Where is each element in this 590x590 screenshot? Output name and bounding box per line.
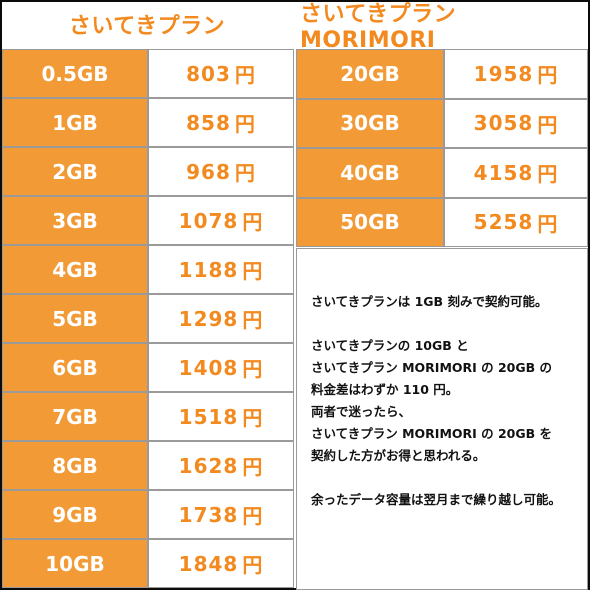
price-value: 1518 xyxy=(178,404,239,429)
note-line: さいてきプラン MORIMORI の 20GB を xyxy=(311,426,553,441)
price-value: 3058 xyxy=(473,111,534,136)
note-line: さいてきプラン MORIMORI の 20GB の xyxy=(311,360,553,375)
price-cell: 1408 円 xyxy=(148,343,294,392)
price-cell: 5258 円 xyxy=(444,197,588,247)
price-value: 1848 xyxy=(178,551,239,576)
price-value: 1078 xyxy=(178,208,239,233)
yen-unit: 円 xyxy=(242,455,264,479)
price-cell: 3058 円 xyxy=(444,98,588,148)
price-value: 5258 xyxy=(473,210,534,235)
yen-unit: 円 xyxy=(537,162,559,187)
note-line: 契約した方がお得と思われる。 xyxy=(311,448,486,463)
yen-unit: 円 xyxy=(537,211,559,236)
capacity-cell: 30GB xyxy=(296,98,444,148)
yen-unit: 円 xyxy=(234,63,256,87)
capacity-cell: 7GB xyxy=(2,392,148,441)
price-cell: 803 円 xyxy=(148,49,294,98)
price-cell: 1958 円 xyxy=(444,49,588,99)
note-line: 余ったデータ容量は翌月まで繰り越し可能。 xyxy=(311,492,562,507)
price-value: 4158 xyxy=(473,160,534,185)
note-line: さいてきプランは 1GB 刻みで契約可能。 xyxy=(311,294,548,309)
yen-unit: 円 xyxy=(242,504,264,528)
price-value: 1298 xyxy=(178,306,239,331)
price-value: 1958 xyxy=(473,61,534,86)
capacity-cell: 20GB xyxy=(296,49,444,99)
capacity-cell: 5GB xyxy=(2,294,148,343)
price-cell: 1628 円 xyxy=(148,441,294,490)
capacity-cell: 4GB xyxy=(2,245,148,294)
note-line: 料金差はわずか 110 円。 xyxy=(311,382,459,397)
yen-unit: 円 xyxy=(234,161,256,185)
price-value: 858 xyxy=(186,110,231,135)
capacity-cell: 3GB xyxy=(2,196,148,245)
price-value: 1188 xyxy=(178,257,239,282)
yen-unit: 円 xyxy=(242,210,264,234)
capacity-cell: 0.5GB xyxy=(2,49,148,98)
saiteki-plan-title: さいてきプラン xyxy=(68,14,226,39)
capacity-cell: 1GB xyxy=(2,98,148,147)
yen-unit: 円 xyxy=(537,63,559,88)
yen-unit: 円 xyxy=(242,308,264,332)
price-value: 968 xyxy=(186,159,231,184)
note-box: さいてきプランは 1GB 刻みで契約可能。 さいてきプランの 10GB と さい… xyxy=(296,248,588,590)
yen-unit: 円 xyxy=(537,112,559,137)
price-value: 1628 xyxy=(178,453,239,478)
price-cell: 858 円 xyxy=(148,98,294,147)
price-cell: 1188 円 xyxy=(148,245,294,294)
yen-unit: 円 xyxy=(242,357,264,381)
capacity-cell: 10GB xyxy=(2,539,148,588)
note-line: さいてきプランの 10GB と xyxy=(311,338,469,353)
capacity-cell: 6GB xyxy=(2,343,148,392)
price-value: 1408 xyxy=(178,355,239,380)
capacity-cell: 50GB xyxy=(296,197,444,247)
yen-unit: 円 xyxy=(242,259,264,283)
price-cell: 1738 円 xyxy=(148,490,294,539)
price-cell: 1848 円 xyxy=(148,539,294,588)
note-line: 両者で迷ったら、 xyxy=(311,404,412,419)
capacity-cell: 40GB xyxy=(296,148,444,198)
yen-unit: 円 xyxy=(234,112,256,136)
price-cell: 4158 円 xyxy=(444,148,588,198)
price-value: 803 xyxy=(186,61,231,86)
saiteki-morimori-title: さいてきプラン MORIMORI xyxy=(300,1,457,53)
price-value: 1738 xyxy=(178,502,239,527)
yen-unit: 円 xyxy=(242,406,264,430)
capacity-cell: 8GB xyxy=(2,441,148,490)
price-cell: 968 円 xyxy=(148,147,294,196)
price-cell: 1078 円 xyxy=(148,196,294,245)
price-cell: 1298 円 xyxy=(148,294,294,343)
capacity-cell: 2GB xyxy=(2,147,148,196)
yen-unit: 円 xyxy=(242,553,264,577)
capacity-cell: 9GB xyxy=(2,490,148,539)
price-cell: 1518 円 xyxy=(148,392,294,441)
